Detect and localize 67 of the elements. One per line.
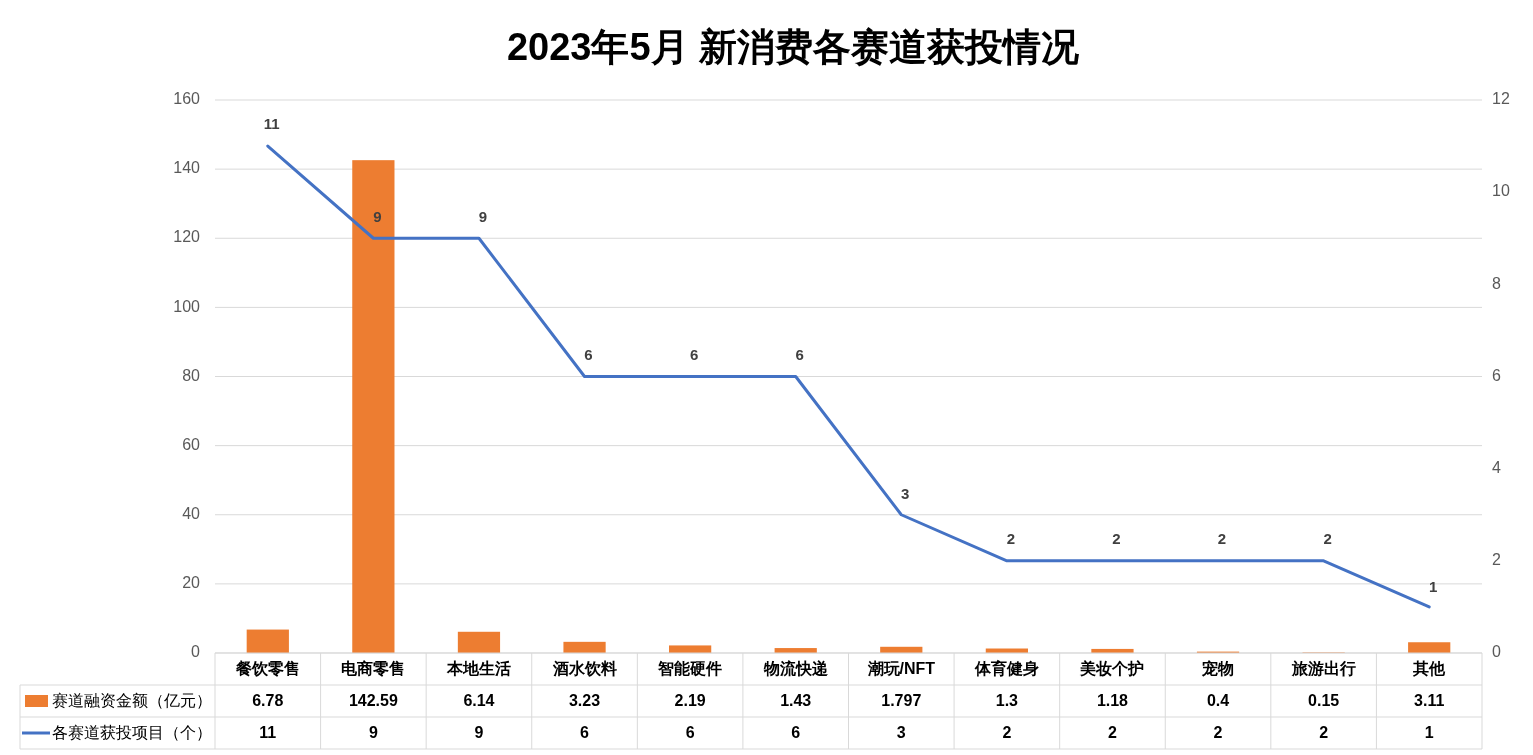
y2-tick-label: 2 (1492, 551, 1501, 569)
y-tick-label: 80 (182, 366, 201, 384)
x-tick-label: 电商零售 (341, 660, 406, 678)
y2-tick-label: 10 (1492, 182, 1510, 200)
y2-tick-label: 4 (1492, 458, 1501, 476)
y-tick-label: 60 (182, 435, 201, 453)
data-label: 9 (368, 724, 378, 742)
annotation: 6 (795, 346, 804, 364)
x-tick-label: 酒水饮料 (551, 660, 617, 678)
annotation: 2 (1112, 529, 1121, 547)
data-label: 2 (1213, 724, 1223, 742)
y2-tick-label: 12 (1492, 90, 1510, 108)
data-label: 6 (791, 724, 801, 742)
y-tick-label: 100 (173, 297, 201, 315)
annotation: 6 (689, 346, 699, 364)
x-tick-label: 物流快递 (762, 659, 829, 678)
x-tick-label: 其他 (1412, 660, 1447, 678)
y-tick-label: 0 (191, 643, 201, 661)
x-tick-label: 旅游出行 (1290, 660, 1356, 678)
data-label: 1.18 (1096, 692, 1129, 710)
data-label: 3.11 (1414, 692, 1445, 710)
legend-label: 赛道融资金额（亿元） (52, 692, 212, 710)
x-tick-label: 智能硬件 (657, 660, 723, 678)
data-label: 0.4 (1206, 692, 1230, 710)
y-tick-label: 120 (173, 228, 201, 246)
y2-tick-label: 6 (1492, 366, 1501, 384)
legend-label: 各赛道获投项目（个） (52, 724, 212, 742)
data-label: 1 (1424, 724, 1434, 742)
y-tick-label: 20 (182, 574, 201, 592)
x-tick-label: 餐饮零售 (234, 660, 300, 678)
data-label: 2 (1002, 724, 1012, 742)
annotation: 2 (1323, 529, 1332, 547)
data-label: 3.23 (568, 692, 601, 710)
annotation: 11 (263, 114, 280, 132)
x-tick-label: 本地生活 (445, 660, 511, 678)
data-label: 1.797 (881, 692, 922, 710)
data-label: 6 (580, 724, 590, 742)
data-label: 0.15 (1308, 692, 1340, 710)
y-tick-label: 40 (182, 504, 201, 522)
data-label: 6.14 (463, 692, 495, 710)
annotation: 2 (1217, 529, 1227, 547)
y2-tick-label: 8 (1492, 274, 1501, 292)
y2-tick-label: 0 (1492, 643, 1501, 661)
x-tick-label: 潮玩/NFT (866, 660, 936, 678)
data-label: 11 (259, 724, 277, 742)
x-tick-label: 美妆个护 (1079, 659, 1145, 678)
data-label: 6.78 (252, 692, 284, 710)
data-label: 2.19 (674, 692, 706, 710)
data-label: 3 (896, 724, 906, 742)
data-label: 6 (685, 724, 695, 742)
data-label: 1.43 (780, 692, 812, 710)
annotation: 3 (901, 484, 910, 502)
data-label: 2 (1108, 724, 1118, 742)
chart-title: 2023年5月 新消费各赛道获投情况 (506, 26, 1080, 69)
annotation: 2 (1006, 529, 1016, 547)
data-label: 2 (1319, 724, 1329, 742)
annotation: 9 (373, 208, 382, 226)
annotation: 9 (478, 208, 488, 226)
y-tick-label: 140 (173, 159, 201, 177)
data-label: 142.59 (348, 692, 398, 710)
annotation: 1 (1429, 578, 1438, 596)
y-tick-label: 160 (173, 90, 201, 108)
x-tick-label: 宠物 (1201, 660, 1235, 678)
x-tick-label: 体育健身 (973, 659, 1039, 678)
annotation: 6 (584, 346, 593, 364)
data-label: 9 (474, 724, 484, 742)
data-label: 1.3 (995, 692, 1019, 710)
